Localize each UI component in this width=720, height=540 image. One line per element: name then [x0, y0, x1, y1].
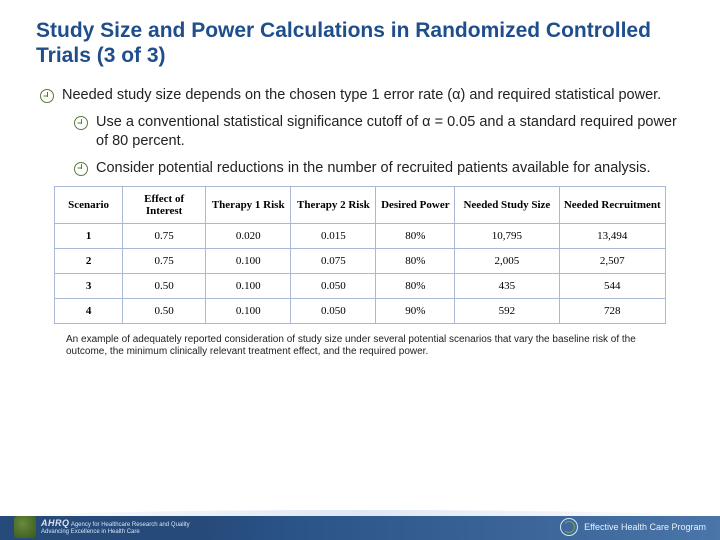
table-cell: 0.100 — [206, 298, 291, 323]
ahrq-tagline2: Advancing Excellence in Health Care — [41, 529, 140, 535]
table-cell: 3 — [55, 273, 123, 298]
ahrq-tagline1: Agency for Healthcare Research and Quali… — [71, 522, 190, 528]
table-cell: 4 — [55, 298, 123, 323]
table-cell: 728 — [559, 298, 665, 323]
ehc-swirl-icon — [560, 518, 578, 536]
table-cell: 0.75 — [123, 248, 206, 273]
table-cell: 0.075 — [291, 248, 376, 273]
table-row: 30.500.1000.05080%435544 — [55, 273, 666, 298]
table-cell: 0.050 — [291, 298, 376, 323]
table-cell: 80% — [376, 273, 455, 298]
table-cell: 544 — [559, 273, 665, 298]
table-cell: 592 — [455, 298, 559, 323]
clock-bullet-icon — [40, 89, 54, 103]
table-cell: 0.50 — [123, 298, 206, 323]
table-row: 20.750.1000.07580%2,0052,507 — [55, 248, 666, 273]
table-body: 10.750.0200.01580%10,79513,49420.750.100… — [55, 223, 666, 323]
table-cell: 0.100 — [206, 273, 291, 298]
table-cell: 2,005 — [455, 248, 559, 273]
table-cell: 0.050 — [291, 273, 376, 298]
table-cell: 13,494 — [559, 223, 665, 248]
table-cell: 1 — [55, 223, 123, 248]
table-header-cell: Desired Power — [376, 186, 455, 223]
table-cell: 90% — [376, 298, 455, 323]
clock-bullet-icon — [74, 162, 88, 176]
table-header-cell: Scenario — [55, 186, 123, 223]
table-cell: 0.020 — [206, 223, 291, 248]
table-caption: An example of adequately reported consid… — [36, 334, 684, 359]
table-row: 10.750.0200.01580%10,79513,494 — [55, 223, 666, 248]
table-cell: 80% — [376, 248, 455, 273]
slide-title: Study Size and Power Calculations in Ran… — [36, 18, 684, 68]
clock-bullet-icon — [74, 116, 88, 130]
bullet-level2: Consider potential reductions in the num… — [36, 159, 684, 178]
table-cell: 435 — [455, 273, 559, 298]
table-head: ScenarioEffect of InterestTherapy 1 Risk… — [55, 186, 666, 223]
table-header-row: ScenarioEffect of InterestTherapy 1 Risk… — [55, 186, 666, 223]
bullet-text: Use a conventional statistical significa… — [96, 113, 684, 151]
table-cell: 2,507 — [559, 248, 665, 273]
ehc-logo: Effective Health Care Program — [560, 518, 706, 536]
ahrq-logo-text: AHRQ Agency for Healthcare Research and … — [41, 519, 190, 535]
table-cell: 10,795 — [455, 223, 559, 248]
table-header-cell: Needed Recruitment — [559, 186, 665, 223]
table-cell: 0.100 — [206, 248, 291, 273]
ahrq-badge-icon — [14, 516, 36, 538]
table-cell: 0.015 — [291, 223, 376, 248]
bullet-level2: Use a conventional statistical significa… — [36, 113, 684, 151]
bullet-text: Consider potential reductions in the num… — [96, 159, 651, 178]
slide: Study Size and Power Calculations in Ran… — [0, 0, 720, 540]
ahrq-logo: AHRQ Agency for Healthcare Research and … — [14, 516, 190, 538]
table-header-cell: Needed Study Size — [455, 186, 559, 223]
table-cell: 2 — [55, 248, 123, 273]
table-header-cell: Therapy 2 Risk — [291, 186, 376, 223]
scenarios-table: ScenarioEffect of InterestTherapy 1 Risk… — [54, 186, 666, 324]
bullet-level1: Needed study size depends on the chosen … — [36, 86, 684, 105]
table-header-cell: Therapy 1 Risk — [206, 186, 291, 223]
bullet-text: Needed study size depends on the chosen … — [62, 86, 661, 105]
ahrq-brand: AHRQ — [41, 518, 70, 528]
table-header-cell: Effect of Interest — [123, 186, 206, 223]
ehc-logo-text: Effective Health Care Program — [584, 522, 706, 532]
slide-footer: AHRQ Agency for Healthcare Research and … — [0, 496, 720, 540]
table-row: 40.500.1000.05090%592728 — [55, 298, 666, 323]
table-cell: 80% — [376, 223, 455, 248]
table-cell: 0.75 — [123, 223, 206, 248]
table-cell: 0.50 — [123, 273, 206, 298]
